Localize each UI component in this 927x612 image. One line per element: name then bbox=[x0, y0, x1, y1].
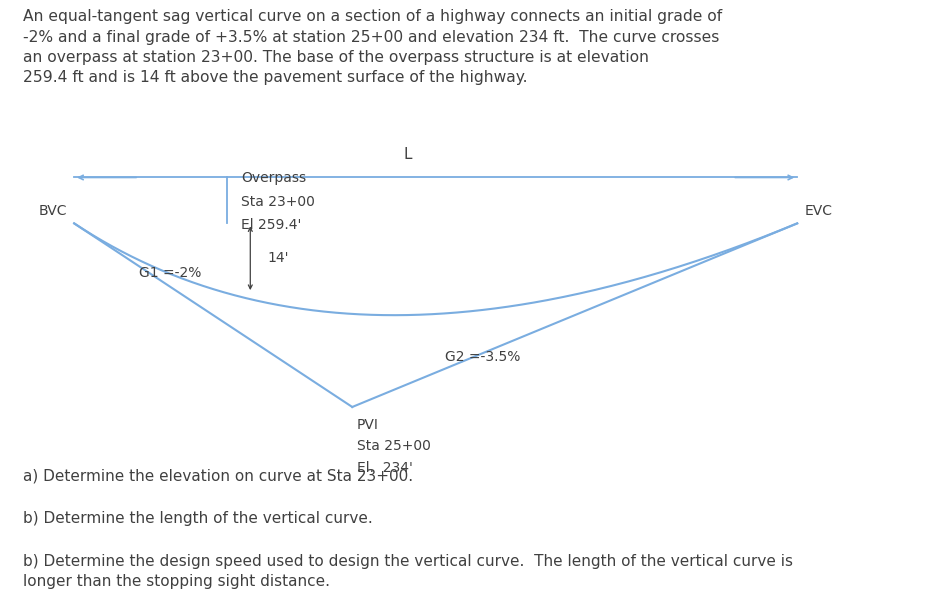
Text: An equal-tangent sag vertical curve on a section of a highway connects an initia: An equal-tangent sag vertical curve on a… bbox=[23, 9, 722, 86]
Text: Sta 23+00: Sta 23+00 bbox=[241, 195, 315, 209]
Text: b) Determine the design speed used to design the vertical curve.  The length of : b) Determine the design speed used to de… bbox=[23, 554, 794, 589]
Text: El 259.4': El 259.4' bbox=[241, 218, 301, 232]
Text: PVI: PVI bbox=[357, 418, 379, 432]
Text: Overpass: Overpass bbox=[241, 171, 306, 185]
Text: Sta 25+00: Sta 25+00 bbox=[357, 439, 431, 453]
Text: L: L bbox=[403, 147, 413, 162]
Text: EVC: EVC bbox=[805, 204, 832, 218]
Text: BVC: BVC bbox=[38, 204, 67, 218]
Text: G2 =-3.5%: G2 =-3.5% bbox=[445, 350, 520, 364]
Text: b) Determine the length of the vertical curve.: b) Determine the length of the vertical … bbox=[23, 511, 387, 526]
Text: El.  234': El. 234' bbox=[357, 461, 413, 475]
Text: 14': 14' bbox=[267, 251, 288, 265]
Text: a) Determine the elevation on curve at Sta 23+00.: a) Determine the elevation on curve at S… bbox=[23, 468, 413, 483]
Text: G1 =-2%: G1 =-2% bbox=[139, 266, 201, 280]
